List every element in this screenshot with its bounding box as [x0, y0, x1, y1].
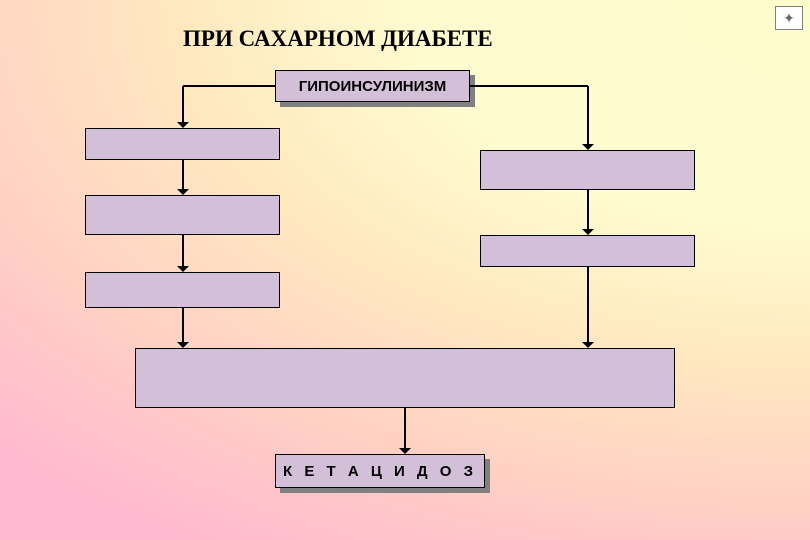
- expand-icon-glyph: ✦: [783, 10, 795, 27]
- page-title: ПРИ САХАРНОМ ДИАБЕТЕ: [183, 26, 493, 52]
- node-top: ГИПОИНСУЛИНИЗМ: [275, 70, 470, 102]
- node-left3: [85, 272, 280, 308]
- node-label-bottom: К Е Т А Ц И Д О З: [283, 463, 477, 480]
- arrow-segment: [182, 86, 184, 127]
- expand-icon[interactable]: ✦: [775, 6, 803, 30]
- node-left1: [85, 128, 280, 160]
- arrow-head: [399, 448, 411, 454]
- arrow-segment: [587, 190, 589, 234]
- diagram-canvas: ПРИ САХАРНОМ ДИАБЕТЕ ГИПОИНСУЛИНИЗМ К Е Т…: [0, 0, 810, 540]
- arrow-head: [177, 266, 189, 272]
- arrow-head: [582, 229, 594, 235]
- node-label-top: ГИПОИНСУЛИНИЗМ: [299, 78, 447, 95]
- arrow-head: [177, 342, 189, 348]
- arrow-segment: [587, 267, 589, 347]
- node-bottom: К Е Т А Ц И Д О З: [275, 454, 485, 488]
- arrow-segment: [470, 85, 588, 87]
- arrow-head: [177, 189, 189, 195]
- arrow-segment: [183, 85, 276, 87]
- node-right1: [480, 150, 695, 190]
- arrow-segment: [404, 408, 406, 453]
- arrow-head: [582, 144, 594, 150]
- arrow-head: [582, 342, 594, 348]
- node-wide: [135, 348, 675, 408]
- node-left2: [85, 195, 280, 235]
- node-right2: [480, 235, 695, 267]
- arrow-segment: [587, 86, 589, 149]
- arrow-head: [177, 122, 189, 128]
